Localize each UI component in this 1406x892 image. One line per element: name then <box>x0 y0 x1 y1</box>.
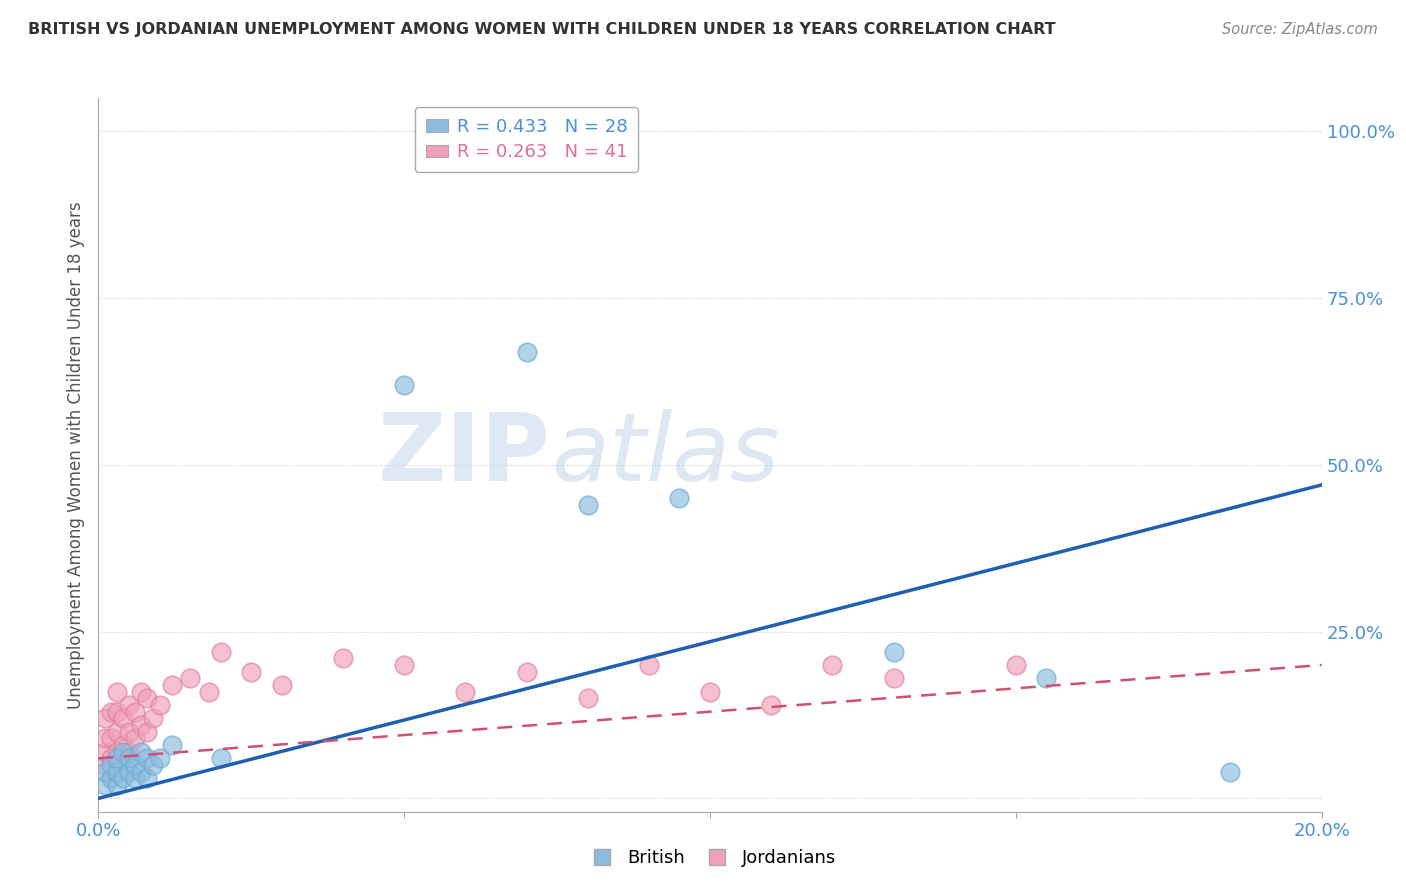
Point <box>883 671 905 685</box>
Point <box>392 658 416 673</box>
Point <box>197 684 219 698</box>
Point <box>100 772 122 786</box>
Point <box>392 377 416 392</box>
Point <box>699 684 721 698</box>
Point <box>100 731 122 746</box>
Point <box>93 758 115 772</box>
Point <box>516 344 538 359</box>
Point <box>1035 671 1057 685</box>
Point <box>93 764 115 779</box>
Point <box>160 738 183 752</box>
Point <box>160 678 183 692</box>
Point <box>576 498 599 512</box>
Point <box>821 658 844 673</box>
Point <box>100 758 122 772</box>
Point <box>124 731 146 746</box>
Text: Source: ZipAtlas.com: Source: ZipAtlas.com <box>1222 22 1378 37</box>
Point <box>124 758 146 772</box>
Point <box>118 745 141 759</box>
Point <box>136 724 159 739</box>
Point <box>118 751 141 765</box>
Point <box>136 772 159 786</box>
Point <box>1219 764 1241 779</box>
Point <box>179 671 201 685</box>
Point <box>576 691 599 706</box>
Point <box>100 705 122 719</box>
Text: ZIP: ZIP <box>378 409 551 501</box>
Point <box>270 678 292 692</box>
Point <box>1004 658 1026 673</box>
Point <box>105 745 128 759</box>
Point <box>136 691 159 706</box>
Point <box>124 772 146 786</box>
Point <box>111 745 134 759</box>
Point <box>516 665 538 679</box>
Point <box>883 645 905 659</box>
Point <box>136 751 159 765</box>
Point <box>759 698 782 712</box>
Y-axis label: Unemployment Among Women with Children Under 18 years: Unemployment Among Women with Children U… <box>66 201 84 709</box>
Point <box>118 764 141 779</box>
Legend: British, Jordanians: British, Jordanians <box>576 842 844 874</box>
Point <box>93 711 115 725</box>
Point <box>100 751 122 765</box>
Point <box>129 684 152 698</box>
Point <box>105 778 128 792</box>
Point <box>142 758 165 772</box>
Point <box>111 772 134 786</box>
Point <box>149 698 172 712</box>
Point <box>240 665 263 679</box>
Point <box>105 705 128 719</box>
Point <box>209 751 232 765</box>
Point <box>129 718 152 732</box>
Point <box>209 645 232 659</box>
Point <box>105 751 128 765</box>
Point <box>118 724 141 739</box>
Point <box>637 658 661 673</box>
Point <box>149 751 172 765</box>
Point <box>668 491 690 506</box>
Text: atlas: atlas <box>551 409 779 500</box>
Point <box>118 698 141 712</box>
Point <box>111 711 134 725</box>
Point <box>105 724 128 739</box>
Point <box>93 731 115 746</box>
Point <box>93 778 115 792</box>
Point <box>111 738 134 752</box>
Point <box>129 764 152 779</box>
Point <box>454 684 477 698</box>
Point <box>105 764 128 779</box>
Point <box>332 651 354 665</box>
Point <box>124 705 146 719</box>
Point <box>142 711 165 725</box>
Point <box>105 684 128 698</box>
Point <box>129 745 152 759</box>
Text: BRITISH VS JORDANIAN UNEMPLOYMENT AMONG WOMEN WITH CHILDREN UNDER 18 YEARS CORRE: BRITISH VS JORDANIAN UNEMPLOYMENT AMONG … <box>28 22 1056 37</box>
Point <box>93 745 115 759</box>
